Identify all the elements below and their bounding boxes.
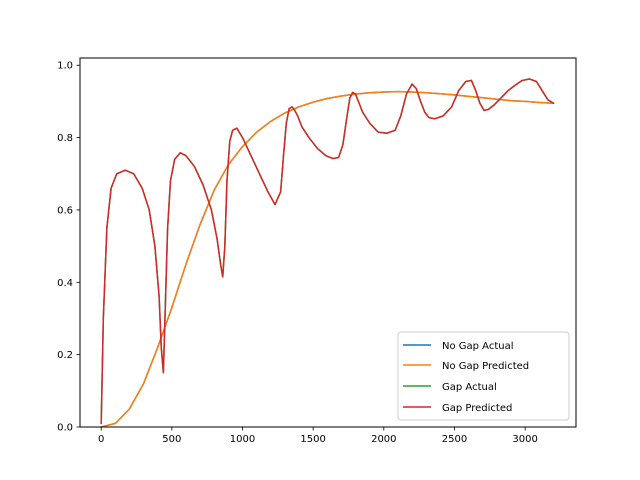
legend-label-no-gap-predicted: No Gap Predicted (442, 361, 529, 372)
x-tick-label: 500 (162, 434, 181, 445)
axes-frame (79, 57, 577, 428)
y-tick-label: 0.6 (57, 205, 73, 216)
y-tick-label: 0.0 (57, 423, 73, 434)
x-tick-label: 1500 (300, 434, 325, 445)
x-tick-label: 1000 (230, 434, 255, 445)
x-tick-label: 2500 (442, 434, 467, 445)
legend-label-gap-predicted: Gap Predicted (442, 403, 512, 414)
legend-label-no-gap-actual: No Gap Actual (442, 341, 514, 352)
series-layer (100, 78, 555, 428)
x-axis: 0 500 1000 1500 2000 2500 3000 (98, 427, 538, 445)
legend-label-gap-actual: Gap Actual (442, 382, 497, 393)
x-tick-label: 2000 (371, 434, 396, 445)
y-tick-label: 0.2 (57, 350, 73, 361)
y-axis: 0.0 0.2 0.4 0.6 0.8 1.0 (57, 61, 80, 434)
legend-frame (397, 331, 570, 421)
x-tick-label: 3000 (512, 434, 537, 445)
y-tick-label: 1.0 (57, 61, 73, 72)
y-tick-label: 0.4 (57, 278, 73, 289)
x-tick-label: 0 (98, 434, 104, 445)
y-tick-label: 0.8 (57, 133, 73, 144)
series-line-gap-predicted (100, 78, 555, 425)
legend: No Gap Actual No Gap Predicted Gap Actua… (397, 331, 570, 421)
